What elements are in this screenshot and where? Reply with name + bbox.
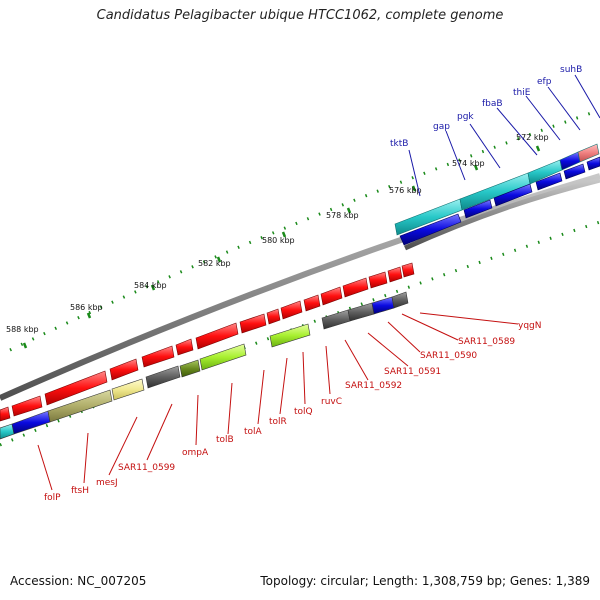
cog-band-upper (394, 143, 600, 236)
scale-label: 586 kbp (70, 303, 103, 312)
gene-label-SAR11_0591: SAR11_0591 (384, 367, 441, 377)
scale-label: 578 kbp (326, 211, 359, 220)
gene-label-mesJ: mesJ (96, 478, 118, 488)
bottom-strand-genes (0, 262, 415, 422)
scale-label: 572 kbp (516, 133, 549, 142)
map-title: Candidatus Pelagibacter ubique HTCC1062,… (96, 8, 504, 23)
gene-label-folP: folP (44, 493, 61, 503)
gene-label-pgk: pgk (457, 112, 474, 122)
backbone-ring (0, 173, 600, 401)
bottom-leader-lines (37, 312, 519, 491)
gene-label-thiE: thiE (513, 88, 531, 98)
scale-label: 584 kbp (134, 281, 167, 290)
gene-label-tolB: tolB (216, 435, 234, 445)
gene-label-tolA: tolA (244, 427, 263, 437)
gene-label-SAR11_0589: SAR11_0589 (458, 337, 515, 347)
scale-label: 580 kbp (262, 236, 295, 245)
gene-label-tktB: tktB (390, 139, 408, 149)
top-leader-lines (408, 74, 600, 197)
gene-label-efp: efp (537, 77, 552, 87)
scale-label: 576 kbp (389, 186, 422, 195)
gene-label-SAR11_0592: SAR11_0592 (345, 381, 402, 391)
gene-label-gap: gap (433, 122, 450, 132)
inner-backbone-ring (403, 177, 600, 251)
genome-stats-text: Topology: circular; Length: 1,308,759 bp… (260, 574, 590, 588)
gene-label-ruvC: ruvC (321, 397, 342, 407)
scale-label: 582 kbp (198, 259, 231, 268)
gene-label-SAR11_0599: SAR11_0599 (118, 463, 175, 473)
scale-label: 588 kbp (6, 325, 39, 334)
accession-text: Accession: NC_007205 (10, 574, 147, 588)
gene-label-yqgN: yqgN (518, 321, 541, 331)
inner-tick-ring (0, 220, 600, 447)
outer-tick-ring (9, 108, 600, 352)
cog-band-lower (0, 291, 409, 440)
gene-label-ompA: ompA (182, 448, 209, 458)
gene-label-tolR: tolR (269, 417, 287, 427)
major-ticks (22, 145, 541, 349)
gene-label-ftsH: ftsH (71, 486, 89, 496)
scale-label: 574 kbp (452, 159, 485, 168)
gene-label-suhB: suhB (560, 65, 582, 75)
gene-label-fbaB: fbaB (482, 99, 503, 109)
gene-label-SAR11_0590: SAR11_0590 (420, 351, 477, 361)
top-strand-genes (399, 156, 600, 246)
gene-label-tolQ: tolQ (294, 407, 313, 417)
